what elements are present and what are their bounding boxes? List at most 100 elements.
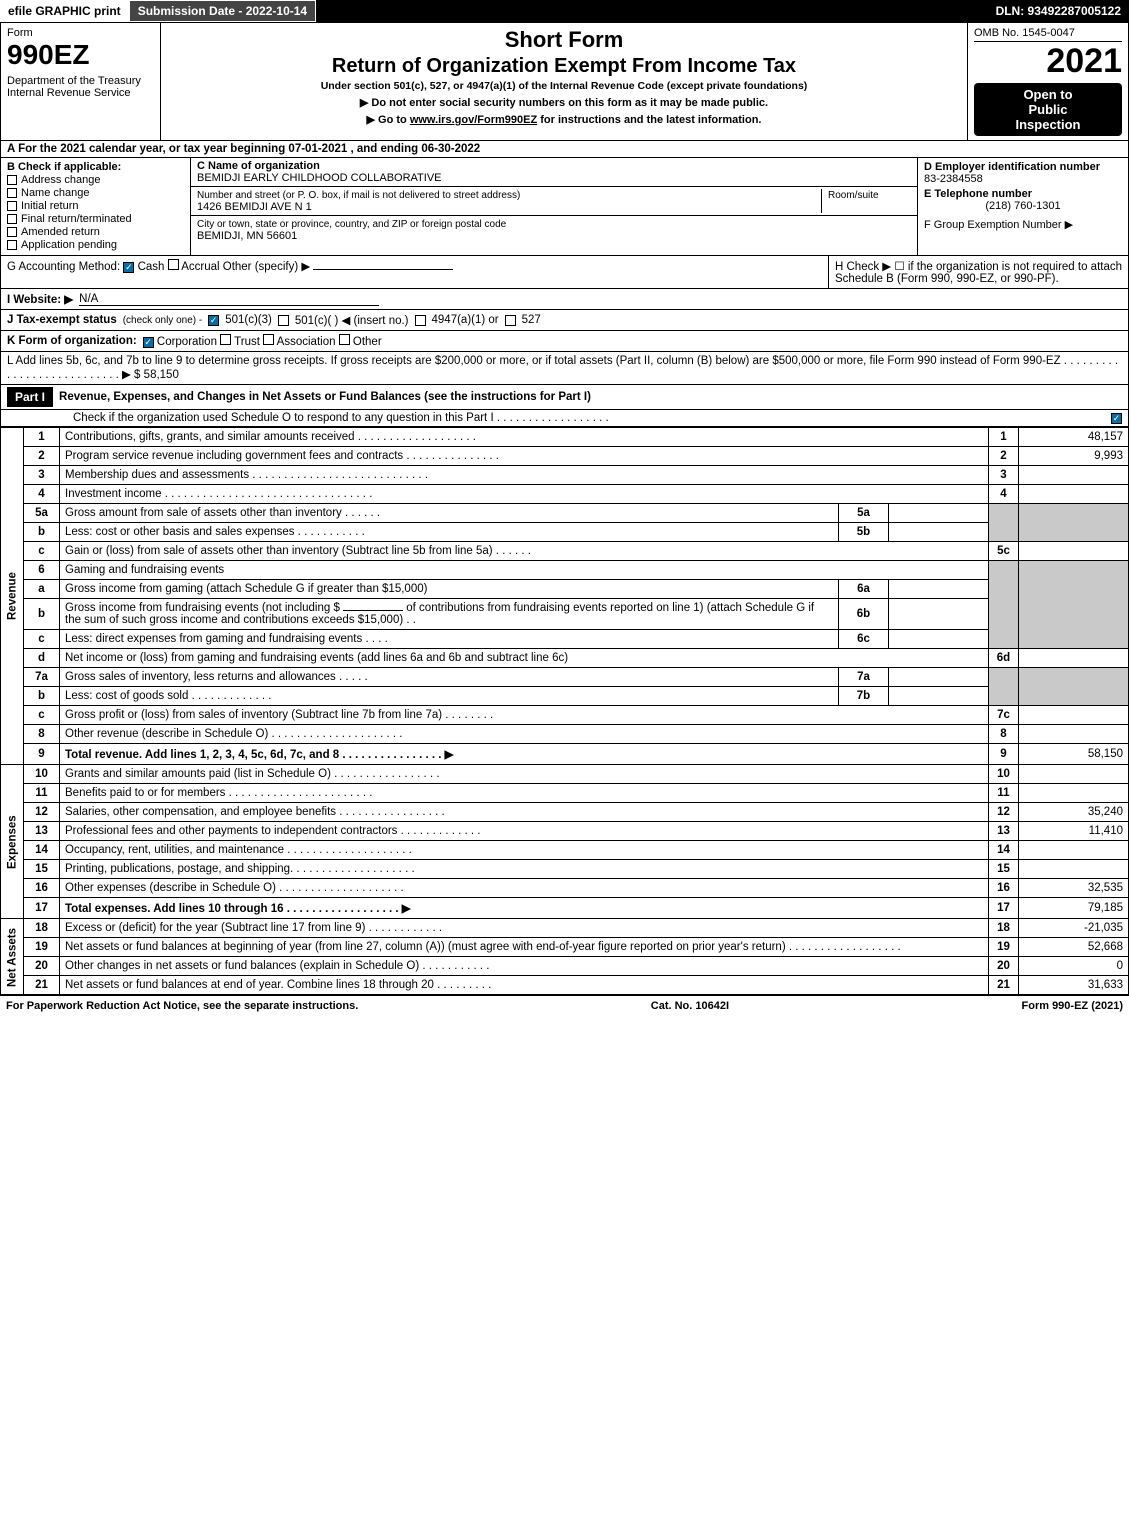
r11-amt [1019,784,1129,803]
r6b-desc: Gross income from fundraising events (no… [60,599,839,630]
footer-right: Form 990-EZ (2021) [1022,1000,1124,1012]
row-1: Revenue 1 Contributions, gifts, grants, … [1,428,1129,447]
r6c-mbox: 6c [839,630,889,649]
line-j: J Tax-exempt status (check only one) - ✓… [0,310,1129,331]
r8-desc: Other revenue (describe in Schedule O) .… [60,725,989,744]
row-5a: 5a Gross amount from sale of assets othe… [1,504,1129,523]
r7a-ln: 7a [24,668,60,687]
row-6a: a Gross income from gaming (attach Sched… [1,580,1129,599]
r12-ln: 12 [24,803,60,822]
j-501c-checkbox[interactable] [278,315,289,326]
j-501c3: 501(c)(3) [225,314,272,326]
r5a-desc: Gross amount from sale of assets other t… [60,504,839,523]
row-6c: c Less: direct expenses from gaming and … [1,630,1129,649]
c-addr-row: Number and street (or P. O. box, if mail… [191,187,917,216]
page-footer: For Paperwork Reduction Act Notice, see … [0,995,1129,1016]
return-title: Return of Organization Exempt From Incom… [167,55,961,78]
r7b-mbox: 7b [839,687,889,706]
l-amount: 58,150 [144,369,179,381]
r12-num: 12 [989,803,1019,822]
cash-checkbox[interactable]: ✓ [123,262,134,273]
r19-desc: Net assets or fund balances at beginning… [60,938,989,957]
r7-greynum [989,668,1019,706]
r1-ln: 1 [24,428,60,447]
checkbox-icon[interactable] [7,188,17,198]
r7c-amt [1019,706,1129,725]
b-label: B Check if applicable: [7,161,184,173]
header-left: Form 990EZ Department of the Treasury In… [1,23,161,140]
r3-amt [1019,466,1129,485]
org-name: BEMIDJI EARLY CHILDHOOD COLLABORATIVE [197,172,442,184]
r12-amt: 35,240 [1019,803,1129,822]
part1-check-row: Check if the organization used Schedule … [0,410,1129,427]
k-checkbox[interactable] [339,334,350,345]
r2-ln: 2 [24,447,60,466]
checkbox-icon[interactable] [7,214,17,224]
line-h: H Check ▶ ☐ if the organization is not r… [828,256,1128,288]
r14-amt [1019,841,1129,860]
j-527-checkbox[interactable] [505,315,516,326]
topbar-spacer [316,0,987,22]
checkbox-icon[interactable] [7,201,17,211]
r14-num: 14 [989,841,1019,860]
addr-label: Number and street (or P. O. box, if mail… [197,190,520,201]
j-501c3-checkbox[interactable]: ✓ [208,315,219,326]
header-right: OMB No. 1545-0047 2021 Open to Public In… [968,23,1128,140]
checkbox-icon[interactable] [7,175,17,185]
accrual-checkbox[interactable] [168,259,179,270]
checkbox-icon[interactable] [7,240,17,250]
checkbox-icon[interactable] [7,227,17,237]
part1-checkbox[interactable]: ✓ [1111,413,1122,424]
form-header: Form 990EZ Department of the Treasury In… [0,22,1129,141]
row-9: 9 Total revenue. Add lines 1, 2, 3, 4, 5… [1,744,1129,765]
b-checkbox-line: Address change [7,174,184,186]
r2-amt: 9,993 [1019,447,1129,466]
section-bc: B Check if applicable: Address changeNam… [0,158,1129,256]
other-blank[interactable] [313,269,453,270]
open1: Open to [978,87,1118,102]
r8-ln: 8 [24,725,60,744]
k-checkbox[interactable]: ✓ [143,337,154,348]
k-options: ✓ Corporation Trust Association Other [143,334,382,348]
r7a-desc: Gross sales of inventory, less returns a… [60,668,839,687]
footer-mid: Cat. No. 10642I [651,1000,729,1012]
row-5b: b Less: cost or other basis and sales ex… [1,523,1129,542]
r8-num: 8 [989,725,1019,744]
g-label: G Accounting Method: [7,261,120,273]
r7b-val [889,687,989,706]
open-to-public-badge: Open to Public Inspection [974,83,1122,136]
r21-num: 21 [989,976,1019,995]
r17-num: 17 [989,898,1019,919]
r5-greyamt [1019,504,1129,542]
row-14: 14 Occupancy, rent, utilities, and maint… [1,841,1129,860]
b-cb-label: Address change [21,174,101,186]
r21-ln: 21 [24,976,60,995]
top-bar: efile GRAPHIC print Submission Date - 20… [0,0,1129,22]
b-checkbox-line: Initial return [7,200,184,212]
k-opt-label: Trust [231,336,263,348]
r13-amt: 11,410 [1019,822,1129,841]
k-opt-label: Other [350,336,382,348]
r3-ln: 3 [24,466,60,485]
r3-num: 3 [989,466,1019,485]
r5b-mbox: 5b [839,523,889,542]
j-527: 527 [522,314,541,326]
ein-value: 83-2384558 [924,173,1122,185]
tax-year: 2021 [974,42,1122,81]
r17-amt: 79,185 [1019,898,1129,919]
section-c: C Name of organization BEMIDJI EARLY CHI… [191,158,918,255]
k-checkbox[interactable] [220,334,231,345]
j-4947-checkbox[interactable] [415,315,426,326]
r6b-blank [343,610,403,611]
k-checkbox[interactable] [263,334,274,345]
r5a-mbox: 5a [839,504,889,523]
r7-greyamt [1019,668,1129,706]
row-21: 21 Net assets or fund balances at end of… [1,976,1129,995]
part1-title: Revenue, Expenses, and Changes in Net As… [59,391,1122,403]
r18-amt: -21,035 [1019,919,1129,938]
section-b: B Check if applicable: Address changeNam… [1,158,191,255]
r5c-desc: Gain or (loss) from sale of assets other… [60,542,989,561]
b-checkbox-line: Final return/terminated [7,213,184,225]
irs-link[interactable]: www.irs.gov/Form990EZ [410,114,537,126]
r16-amt: 32,535 [1019,879,1129,898]
